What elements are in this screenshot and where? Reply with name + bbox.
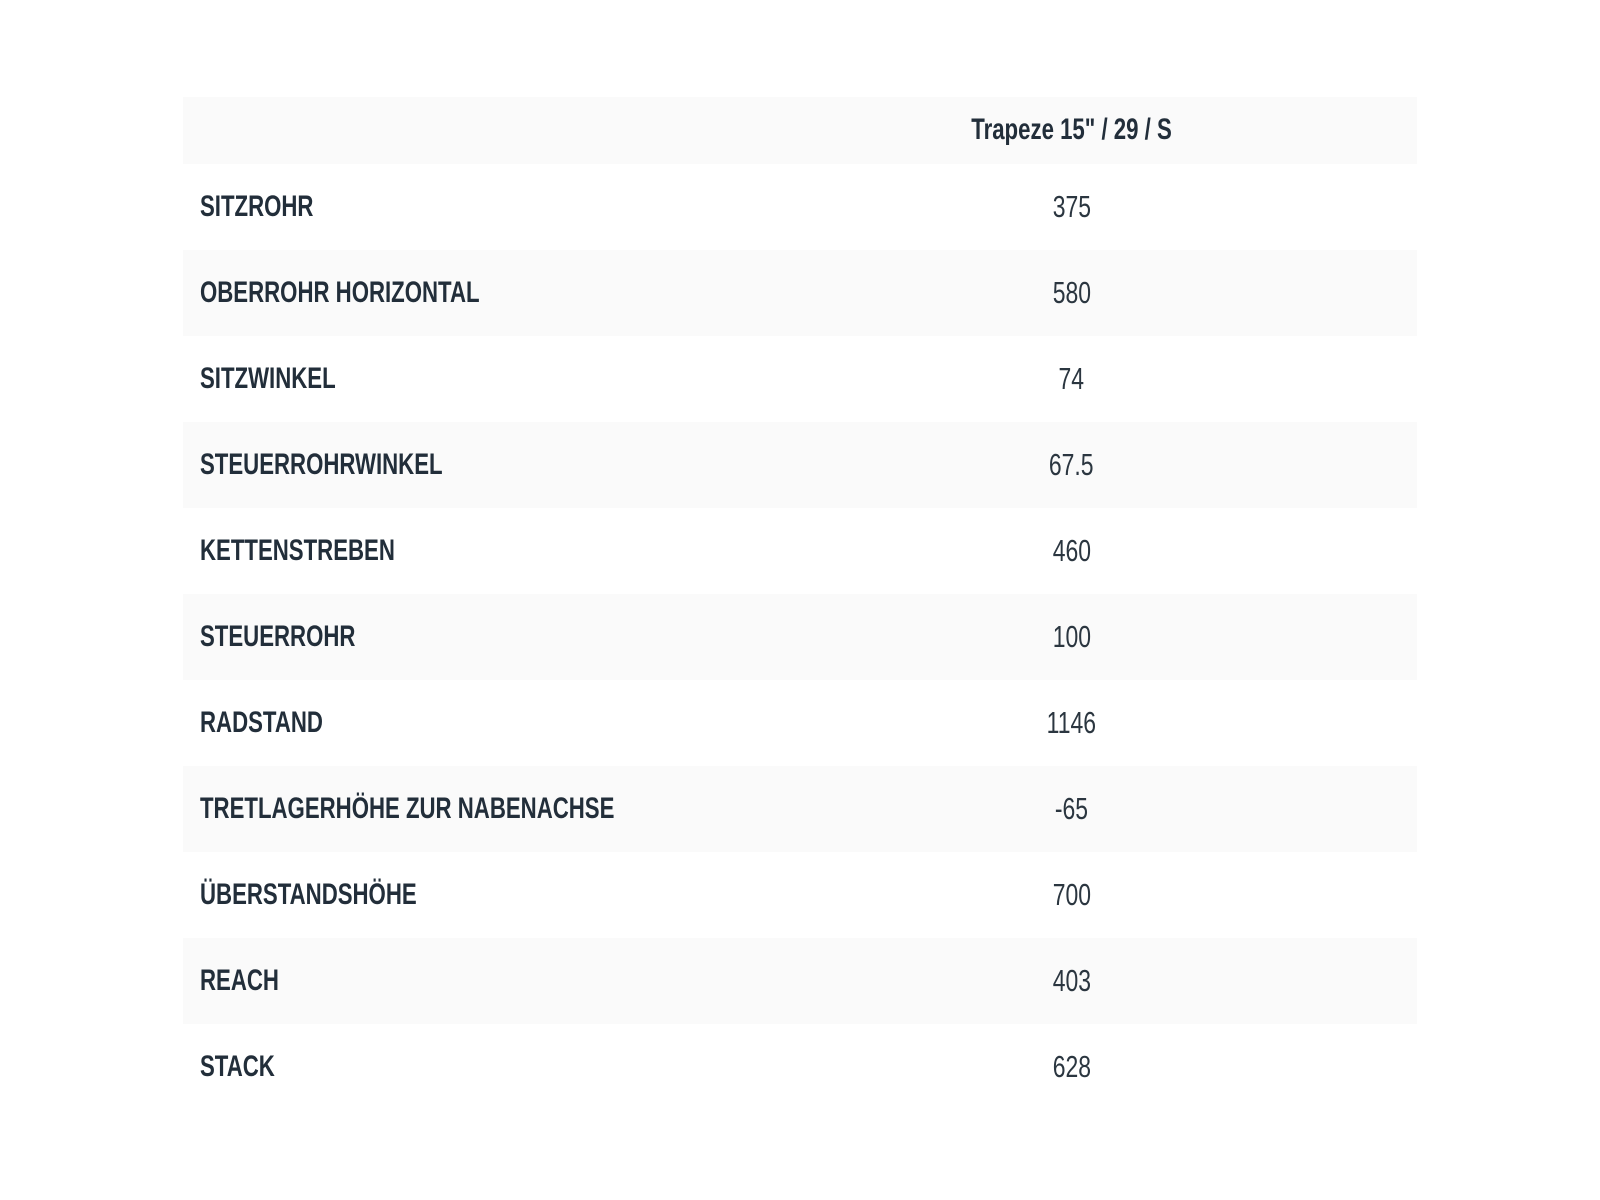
table-header-row: Trapeze 15" / 29 / S (183, 97, 1417, 164)
row-label: STACK (183, 1050, 726, 1085)
geometry-table: Trapeze 15" / 29 / S SITZROHR 375 OBERRO… (183, 97, 1417, 1110)
row-value: 628 (726, 1049, 1417, 1085)
row-label-text: SITZROHR (200, 189, 314, 223)
row-value: 460 (726, 533, 1417, 569)
geometry-table-body: SITZROHR 375 OBERROHR HORIZONTAL 580 SIT… (183, 164, 1417, 1110)
row-label-text: ÜBERSTANDSHÖHE (200, 877, 417, 911)
table-row: STEUERROHR 100 (183, 594, 1417, 680)
row-label: KETTENSTREBEN (183, 534, 726, 569)
row-value: 700 (726, 877, 1417, 913)
table-row: ÜBERSTANDSHÖHE 700 (183, 852, 1417, 938)
row-value: 100 (726, 619, 1417, 655)
row-label-text: RADSTAND (200, 705, 323, 739)
row-value: 403 (726, 963, 1417, 999)
table-row: TRETLAGERHÖHE ZUR NABENACHSE -65 (183, 766, 1417, 852)
row-label: ÜBERSTANDSHÖHE (183, 878, 726, 913)
row-label: SITZWINKEL (183, 362, 726, 397)
row-label-text: REACH (200, 963, 279, 997)
row-value-text: -65 (1054, 791, 1089, 827)
table-row: KETTENSTREBEN 460 (183, 508, 1417, 594)
row-label: REACH (183, 964, 726, 999)
row-value-text: 1146 (1046, 705, 1097, 741)
row-value: 375 (726, 189, 1417, 225)
table-row: SITZROHR 375 (183, 164, 1417, 250)
row-label: SITZROHR (183, 190, 726, 225)
row-label-text: STEUERROHRWINKEL (200, 447, 443, 481)
row-value: 580 (726, 275, 1417, 311)
row-value-text: 375 (1052, 189, 1091, 225)
row-value: 74 (726, 361, 1417, 397)
row-value-text: 700 (1052, 877, 1091, 913)
row-value-text: 67.5 (1049, 447, 1094, 483)
row-label-text: TRETLAGERHÖHE ZUR NABENACHSE (200, 791, 615, 825)
table-row: STEUERROHRWINKEL 67.5 (183, 422, 1417, 508)
row-value: 1146 (726, 705, 1417, 741)
row-label: OBERROHR HORIZONTAL (183, 276, 726, 311)
row-value-text: 460 (1052, 533, 1091, 569)
row-label-text: STEUERROHR (200, 619, 356, 653)
row-label: STEUERROHR (183, 620, 726, 655)
row-value: 67.5 (726, 447, 1417, 483)
row-label-text: STACK (200, 1049, 275, 1083)
row-value-text: 580 (1052, 275, 1091, 311)
row-label-text: OBERROHR HORIZONTAL (200, 275, 480, 309)
row-label: TRETLAGERHÖHE ZUR NABENACHSE (183, 792, 726, 827)
row-value-text: 100 (1052, 619, 1091, 655)
table-row: REACH 403 (183, 938, 1417, 1024)
row-value-text: 628 (1052, 1049, 1091, 1085)
table-row: RADSTAND 1146 (183, 680, 1417, 766)
table-row: SITZWINKEL 74 (183, 336, 1417, 422)
size-column-header: Trapeze 15" / 29 / S (726, 113, 1417, 148)
row-value: -65 (726, 791, 1417, 827)
row-label-text: SITZWINKEL (200, 361, 336, 395)
row-value-text: 74 (1058, 361, 1085, 397)
row-label: STEUERROHRWINKEL (183, 448, 726, 483)
row-label: RADSTAND (183, 706, 726, 741)
row-value-text: 403 (1052, 963, 1091, 999)
row-label-text: KETTENSTREBEN (200, 533, 395, 567)
size-column-header-label: Trapeze 15" / 29 / S (971, 113, 1172, 147)
table-row: OBERROHR HORIZONTAL 580 (183, 250, 1417, 336)
table-row: STACK 628 (183, 1024, 1417, 1110)
